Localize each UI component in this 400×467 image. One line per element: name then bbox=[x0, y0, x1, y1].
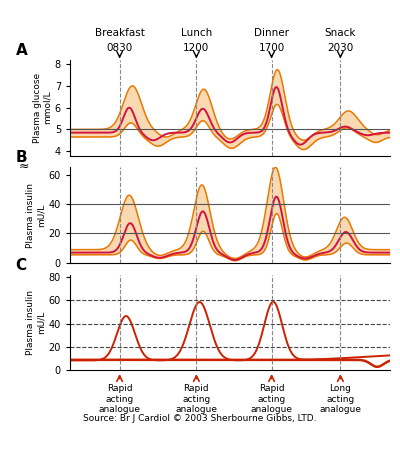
Text: 0830: 0830 bbox=[106, 43, 133, 53]
Y-axis label: Plasma insulin
mU/L: Plasma insulin mU/L bbox=[26, 183, 46, 248]
Text: Long
acting
analogue: Long acting analogue bbox=[320, 384, 362, 414]
Text: Dinner: Dinner bbox=[254, 28, 289, 38]
Text: A: A bbox=[16, 43, 27, 58]
Text: Breakfast: Breakfast bbox=[95, 28, 144, 38]
Text: 2030: 2030 bbox=[327, 43, 354, 53]
Text: Rapid
acting
analogue: Rapid acting analogue bbox=[176, 384, 218, 414]
Y-axis label: Plasma glucose
mmol/L: Plasma glucose mmol/L bbox=[32, 72, 52, 143]
Text: www.medscape.com: www.medscape.com bbox=[160, 5, 280, 18]
Y-axis label: Plasma insulin
mU/L: Plasma insulin mU/L bbox=[26, 290, 46, 355]
Text: Source: Br J Cardiol © 2003 Sherbourne Gibbs, LTD.: Source: Br J Cardiol © 2003 Sherbourne G… bbox=[83, 414, 317, 424]
Text: Rapid
acting
analogue: Rapid acting analogue bbox=[250, 384, 293, 414]
Text: Medscape®: Medscape® bbox=[12, 5, 90, 18]
Text: ≈: ≈ bbox=[18, 159, 29, 172]
Text: C: C bbox=[16, 258, 27, 273]
Text: B: B bbox=[16, 150, 27, 165]
Text: 1700: 1700 bbox=[258, 43, 285, 53]
Text: Lunch: Lunch bbox=[181, 28, 212, 38]
Text: 1200: 1200 bbox=[183, 43, 210, 53]
Text: Snack: Snack bbox=[325, 28, 356, 38]
Text: Rapid
acting
analogue: Rapid acting analogue bbox=[99, 384, 141, 414]
